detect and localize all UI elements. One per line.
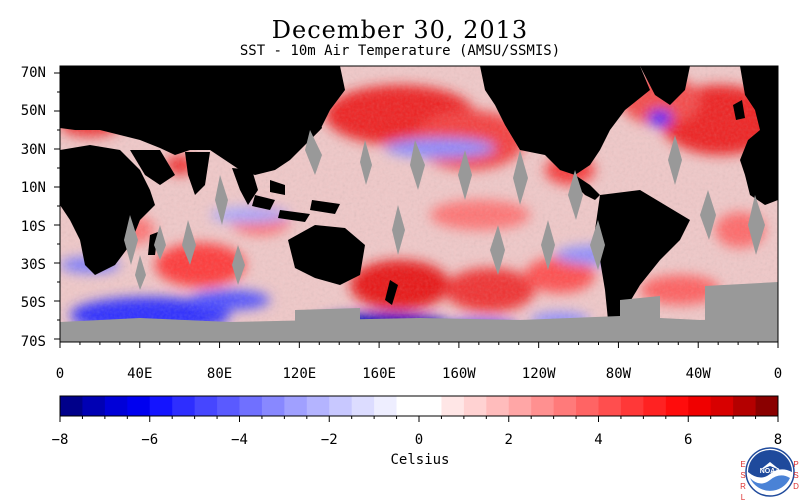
latitude-label: 70S bbox=[20, 333, 46, 350]
map-title: December 30, 2013 bbox=[271, 16, 529, 44]
longitude-label: 0 bbox=[773, 366, 783, 382]
colorbar-swatch bbox=[688, 396, 712, 416]
longitude-label: 120E bbox=[282, 366, 317, 382]
colorbar-tick-label: 0 bbox=[414, 432, 424, 448]
latitude-label: 30N bbox=[20, 141, 46, 158]
colorbar-swatch bbox=[194, 396, 218, 416]
colorbar-swatch bbox=[733, 396, 757, 416]
colorbar-swatch bbox=[531, 396, 555, 416]
longitude-label: 80E bbox=[206, 366, 233, 382]
missing-data bbox=[60, 130, 778, 342]
latitude-label: 10N bbox=[20, 180, 46, 197]
colorbar-swatch bbox=[441, 396, 465, 416]
noaa-emblem-label: NOAA bbox=[759, 468, 781, 475]
latitude-label: 50N bbox=[20, 103, 46, 120]
colorbar-swatch bbox=[329, 396, 353, 416]
colorbar-swatch bbox=[217, 396, 240, 416]
colorbar-swatch bbox=[351, 396, 375, 416]
colorbar-swatch bbox=[620, 396, 644, 416]
colorbar-tick-label: 4 bbox=[594, 432, 603, 448]
axis-ticks bbox=[54, 72, 779, 348]
land-masses bbox=[60, 66, 778, 330]
latitude-label: 10S bbox=[20, 218, 46, 235]
longitude-label: 80W bbox=[605, 366, 632, 382]
colorbar-swatch bbox=[508, 396, 532, 416]
colorbar-tick-label: 6 bbox=[684, 432, 693, 448]
longitude-label: 0 bbox=[55, 366, 65, 382]
colorbar-swatch bbox=[486, 396, 510, 416]
colorbar-swatch bbox=[553, 396, 577, 416]
colorbar-swatch bbox=[127, 396, 151, 416]
colorbar-swatch bbox=[60, 396, 83, 416]
longitude-label: 40E bbox=[127, 366, 153, 382]
colorbar-swatch bbox=[104, 396, 128, 416]
colorbar bbox=[59, 395, 779, 422]
colorbar-swatch bbox=[374, 396, 398, 416]
map-subtitle: SST - 10m Air Temperature (AMSU/SSMIS) bbox=[239, 43, 561, 59]
latitude-label: 30S bbox=[20, 257, 46, 273]
colorbar-tick-label: −8 bbox=[51, 432, 69, 448]
longitude-label: 160E bbox=[362, 366, 396, 382]
noaa-logo-icon bbox=[745, 447, 795, 497]
latitude-label: 50S bbox=[20, 295, 46, 312]
colorbar-swatch bbox=[419, 396, 442, 416]
colorbar-tick-label: 8 bbox=[773, 432, 783, 448]
latitude-label: 70N bbox=[20, 65, 46, 81]
longitude-label: 160W bbox=[442, 366, 476, 382]
colorbar-swatch bbox=[463, 396, 487, 416]
colorbar-swatch bbox=[239, 396, 263, 416]
colorbar-swatch bbox=[82, 396, 106, 416]
colorbar-swatch bbox=[149, 396, 173, 416]
colorbar-swatch bbox=[396, 396, 420, 416]
map-plot-area bbox=[60, 66, 778, 342]
longitude-label: 40W bbox=[685, 366, 711, 382]
colorbar-swatch bbox=[261, 396, 285, 416]
colorbar-swatch bbox=[576, 396, 599, 416]
colorbar-swatch bbox=[755, 396, 779, 416]
colorbar-swatch bbox=[643, 396, 667, 416]
colorbar-swatch bbox=[284, 396, 308, 416]
colorbar-unit-label: Celsius bbox=[390, 452, 450, 468]
longitude-label: 120W bbox=[521, 366, 556, 382]
colorbar-swatch bbox=[598, 396, 622, 416]
colorbar-swatch bbox=[172, 396, 196, 416]
colorbar-tick-label: 2 bbox=[504, 432, 513, 448]
colorbar-tick-label: −6 bbox=[141, 432, 159, 448]
colorbar-tick-label: −2 bbox=[320, 432, 338, 448]
colorbar-tick-label: −4 bbox=[231, 432, 248, 448]
colorbar-swatch bbox=[306, 396, 330, 416]
colorbar-swatch bbox=[710, 396, 734, 416]
colorbar-swatch bbox=[665, 396, 689, 416]
